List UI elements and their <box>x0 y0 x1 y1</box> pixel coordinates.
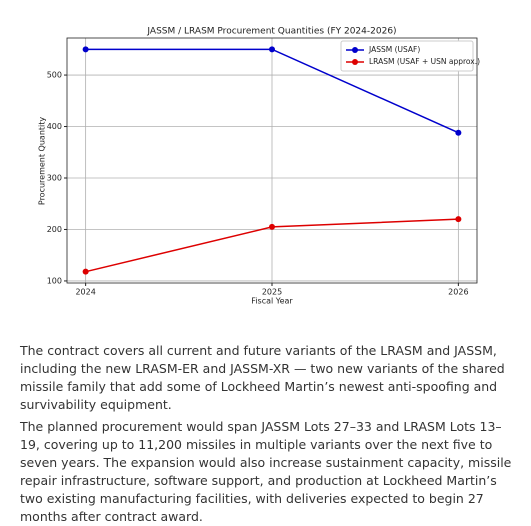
legend-label: JASSM (USAF) <box>368 45 420 54</box>
y-tick-label: 400 <box>47 122 62 131</box>
legend-box <box>340 40 474 72</box>
legend-marker <box>352 47 358 53</box>
chart-title: JASSM / LRASM Procurement Quantities (FY… <box>146 27 396 37</box>
point <box>82 268 89 275</box>
point <box>455 216 462 223</box>
y-tick-label: 500 <box>47 71 62 80</box>
paragraph: The contract covers all current and futu… <box>20 343 505 412</box>
chart: JASSM / LRASM Procurement Quantities (FY… <box>38 27 481 306</box>
legend-marker <box>352 59 358 65</box>
x-tick-label: 2026 <box>448 288 468 297</box>
y-tick-label: 200 <box>47 225 62 234</box>
x-tick-label: 2025 <box>262 288 282 297</box>
page: JASSM / LRASM Procurement Quantities (FY… <box>20 26 512 524</box>
point <box>269 223 275 230</box>
plot-frame <box>66 37 478 284</box>
paragraph: The planned procurement would span JASSM… <box>20 419 512 524</box>
x-axis-label: Fiscal Year <box>251 297 293 306</box>
y-axis-label: Procurement Quantity <box>38 117 47 205</box>
point <box>269 46 275 53</box>
point <box>82 46 89 53</box>
point <box>455 129 462 136</box>
legend-label: LRASM (USAF + USN approx.) <box>369 57 480 66</box>
y-tick-label: 100 <box>47 276 62 285</box>
y-tick-label: 300 <box>47 174 62 183</box>
x-tick-label: 2024 <box>75 288 95 297</box>
